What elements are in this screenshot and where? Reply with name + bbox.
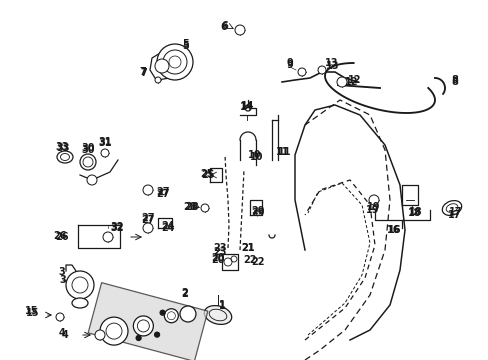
Text: 18: 18 xyxy=(408,207,422,217)
Text: 19: 19 xyxy=(366,202,380,212)
Circle shape xyxy=(56,313,64,321)
Circle shape xyxy=(180,306,196,322)
Circle shape xyxy=(142,185,153,195)
Text: 23: 23 xyxy=(213,243,226,253)
Text: 28: 28 xyxy=(183,202,196,212)
Text: 26: 26 xyxy=(55,232,69,242)
Text: 10: 10 xyxy=(250,152,263,162)
Ellipse shape xyxy=(57,151,73,163)
Text: 8: 8 xyxy=(450,75,458,85)
Circle shape xyxy=(154,332,159,337)
Text: 1: 1 xyxy=(218,301,225,311)
Text: 16: 16 xyxy=(387,225,401,235)
Circle shape xyxy=(133,316,153,336)
Ellipse shape xyxy=(204,306,231,324)
Text: 19: 19 xyxy=(366,205,379,215)
Text: 5: 5 xyxy=(182,39,189,49)
Text: 14: 14 xyxy=(241,101,254,111)
Text: 31: 31 xyxy=(98,138,112,148)
Text: 27: 27 xyxy=(156,187,169,197)
Text: 6: 6 xyxy=(220,22,227,32)
Text: 17: 17 xyxy=(447,210,461,220)
Text: 11: 11 xyxy=(276,147,289,157)
Text: 3: 3 xyxy=(60,275,66,285)
Text: 2: 2 xyxy=(181,288,188,298)
Text: 10: 10 xyxy=(248,150,261,160)
Text: 24: 24 xyxy=(161,223,174,233)
Text: 3: 3 xyxy=(59,267,65,277)
Text: 6: 6 xyxy=(221,21,228,31)
Text: 29: 29 xyxy=(251,206,264,216)
Text: 22: 22 xyxy=(251,257,264,267)
Text: 26: 26 xyxy=(53,231,67,241)
Text: 27: 27 xyxy=(141,215,154,225)
Circle shape xyxy=(317,66,325,74)
Text: 7: 7 xyxy=(140,67,146,77)
Circle shape xyxy=(80,154,96,170)
Text: 5: 5 xyxy=(182,41,189,51)
Circle shape xyxy=(336,77,346,87)
Circle shape xyxy=(155,59,169,73)
Circle shape xyxy=(157,44,193,80)
Text: 7: 7 xyxy=(141,68,147,78)
Circle shape xyxy=(164,309,178,323)
Ellipse shape xyxy=(442,201,461,215)
Text: 12: 12 xyxy=(345,77,358,87)
Text: 21: 21 xyxy=(241,243,254,253)
Text: 18: 18 xyxy=(407,208,421,218)
Text: 28: 28 xyxy=(185,202,199,212)
Text: 22: 22 xyxy=(243,255,256,265)
Text: 13: 13 xyxy=(325,61,339,71)
Text: 15: 15 xyxy=(26,308,40,318)
Circle shape xyxy=(87,175,97,185)
Text: 4: 4 xyxy=(61,330,68,340)
Text: 8: 8 xyxy=(450,77,458,87)
Text: 4: 4 xyxy=(59,328,65,338)
Circle shape xyxy=(101,149,109,157)
Text: 29: 29 xyxy=(251,208,264,218)
Text: 33: 33 xyxy=(56,143,70,153)
Text: 25: 25 xyxy=(200,169,213,179)
Text: 2: 2 xyxy=(181,289,188,299)
Text: 14: 14 xyxy=(240,102,253,112)
Circle shape xyxy=(297,68,305,76)
Circle shape xyxy=(136,336,141,341)
Text: 16: 16 xyxy=(386,225,400,235)
Text: 31: 31 xyxy=(98,137,112,147)
Text: 33: 33 xyxy=(55,142,69,152)
Circle shape xyxy=(95,330,105,340)
Text: 30: 30 xyxy=(81,143,95,153)
Text: 9: 9 xyxy=(286,60,293,70)
Text: 12: 12 xyxy=(347,75,361,85)
Text: 15: 15 xyxy=(25,306,39,316)
Circle shape xyxy=(244,105,250,111)
Circle shape xyxy=(155,77,161,83)
Circle shape xyxy=(103,232,113,242)
Ellipse shape xyxy=(72,298,88,308)
Text: 23: 23 xyxy=(213,247,226,257)
Text: 21: 21 xyxy=(241,243,254,253)
Circle shape xyxy=(160,310,165,315)
Text: 1: 1 xyxy=(218,300,225,310)
Text: 24: 24 xyxy=(161,221,174,231)
Text: 20: 20 xyxy=(211,253,224,263)
Polygon shape xyxy=(88,283,207,360)
Circle shape xyxy=(142,223,153,233)
Text: 11: 11 xyxy=(278,147,291,157)
Circle shape xyxy=(201,204,208,212)
Text: 30: 30 xyxy=(81,145,95,155)
Text: 17: 17 xyxy=(448,207,462,217)
Circle shape xyxy=(100,317,128,345)
Text: 32: 32 xyxy=(110,222,123,232)
Circle shape xyxy=(235,25,244,35)
Text: 32: 32 xyxy=(110,223,123,233)
Text: 27: 27 xyxy=(156,189,169,199)
Circle shape xyxy=(368,195,378,205)
Text: 13: 13 xyxy=(325,58,338,68)
Text: 9: 9 xyxy=(286,58,293,68)
Circle shape xyxy=(66,271,94,299)
Text: 25: 25 xyxy=(201,170,214,180)
Text: 27: 27 xyxy=(141,213,154,223)
Text: 20: 20 xyxy=(211,255,224,265)
